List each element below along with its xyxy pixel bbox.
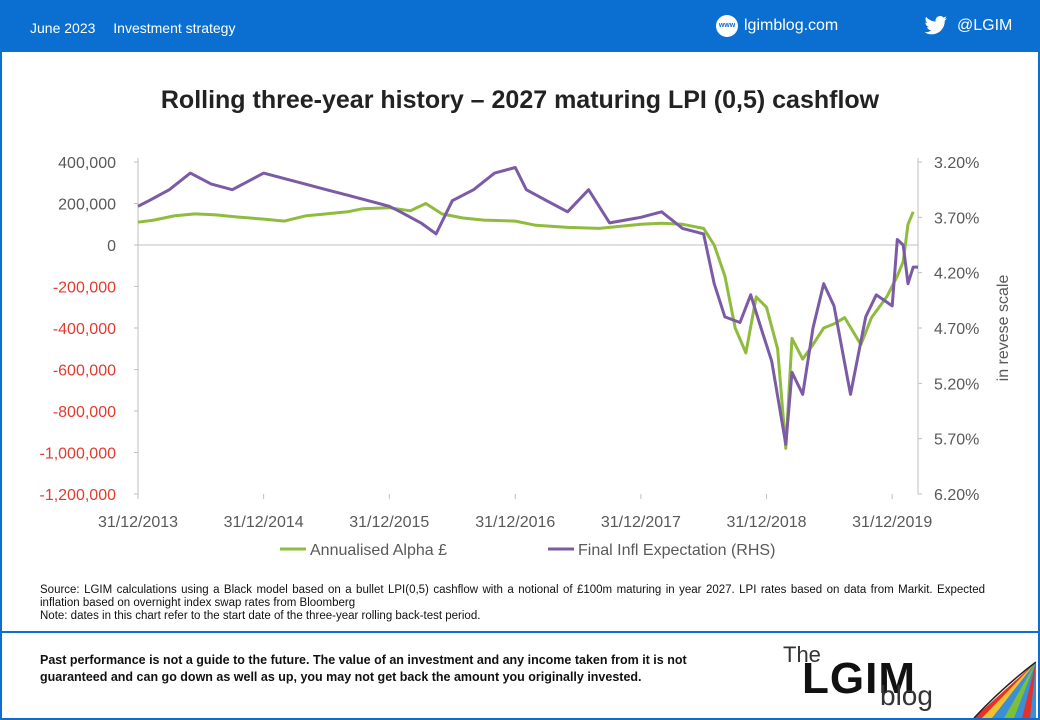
legend-label: Final Infl Expectation (RHS)	[578, 542, 775, 559]
logo-lgim: LGIM	[802, 654, 916, 703]
y-left-tick-label: 400,000	[58, 155, 116, 172]
x-tick-label: 31/12/2015	[349, 514, 429, 531]
source-text: Source: LGIM calculations using a Black …	[40, 584, 985, 609]
y-left-tick-label: -800,000	[53, 404, 116, 421]
series-line-final-infl-expectation	[137, 166, 918, 446]
chart-area: 400,000 200,000 0 -200,000 -400,000 -600,000 -…	[39, 155, 1012, 559]
logo-the: The	[783, 642, 821, 667]
blog-url-link[interactable]: lgimblog.com	[744, 17, 839, 34]
header-bar: June 2023 Investment strategy	[2, 2, 1038, 52]
twitter-handle-link[interactable]: @LGIM	[957, 17, 1013, 34]
chart-title: Rolling three-year history – 2027 maturi…	[160, 86, 880, 114]
header-category: Investment strategy	[113, 20, 236, 36]
y-right-tick-label: 4.20%	[934, 266, 979, 283]
lgim-blog-logo: The LGIM blog	[780, 640, 1036, 718]
header-date: June 2023	[30, 20, 96, 36]
footer-divider	[2, 631, 1038, 633]
source-note: Source: LGIM calculations using a Black …	[40, 584, 985, 623]
y-left-tick-label: 0	[107, 238, 116, 255]
legend-label: Annualised Alpha £	[310, 542, 447, 559]
y-left-tick-label: -1,200,000	[39, 487, 116, 504]
y-right-tick-label: 6.20%	[934, 487, 979, 504]
x-tick-label: 31/12/2016	[475, 514, 555, 531]
y-right-tick-label: 3.70%	[934, 210, 979, 227]
y-left-tick-label: 200,000	[58, 197, 116, 214]
series-line-annualised-alpha	[137, 202, 915, 450]
x-tick-label: 31/12/2013	[98, 514, 178, 531]
y-right-axis-label: in revese scale	[995, 275, 1012, 382]
logo-blog: blog	[880, 680, 933, 711]
disclaimer-text: Past performance is not a guide to the f…	[40, 653, 687, 684]
header-meta: June 2023 Investment strategy	[30, 20, 249, 36]
y-right-tick-label: 5.20%	[934, 376, 979, 393]
y-right-tick-label: 4.70%	[934, 321, 979, 338]
x-tick-label: 31/12/2018	[727, 514, 807, 531]
y-left-tick-label: -1,000,000	[39, 446, 116, 463]
www-icon: www	[716, 15, 738, 37]
x-tick-label: 31/12/2014	[224, 514, 304, 531]
twitter-icon[interactable]	[924, 16, 948, 36]
y-left-tick-label: -200,000	[53, 280, 116, 297]
y-right-tick-label: 3.20%	[934, 155, 979, 172]
x-tick-label: 31/12/2019	[852, 514, 932, 531]
y-right-tick-label: 5.70%	[934, 432, 979, 449]
x-tick-label: 31/12/2017	[601, 514, 681, 531]
y-left-tick-label: -600,000	[53, 363, 116, 380]
y-left-tick-label: -400,000	[53, 321, 116, 338]
note-text: Note: dates in this chart refer to the s…	[40, 610, 481, 622]
umbrella-icon	[973, 661, 1036, 718]
